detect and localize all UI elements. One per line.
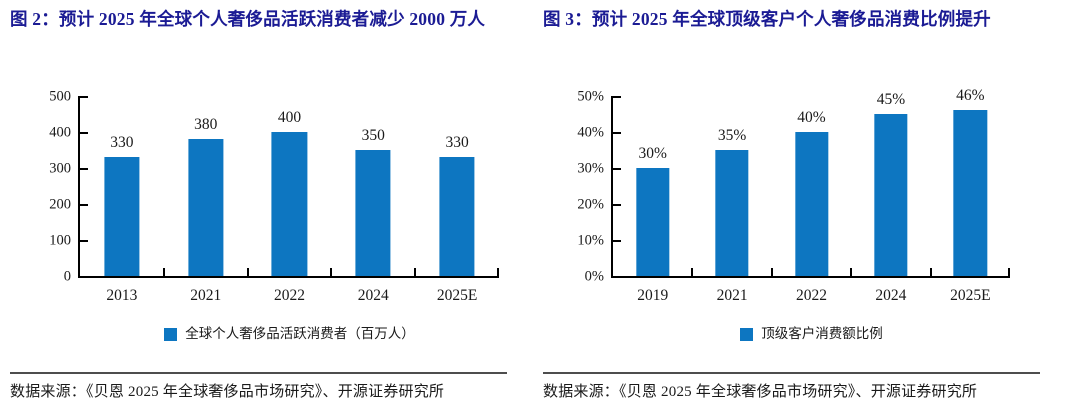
- figure-3-x-axis-labels: 2019 2021 2022 2024 2025E: [613, 285, 1010, 306]
- divider-rule: [543, 372, 1040, 374]
- bar-slot: 380: [162, 96, 248, 276]
- x-category-label: 2025E: [950, 287, 991, 304]
- bar-slot: 40%: [770, 96, 851, 276]
- bar-value-label: 380: [194, 115, 218, 133]
- bar-2013: [104, 157, 140, 276]
- bar-2022: [271, 132, 308, 276]
- bar-slot: 400: [246, 96, 332, 276]
- bar-slot: 45%: [850, 91, 930, 276]
- figure-2-legend: 全球个人奢侈品活跃消费者（百万人）: [80, 327, 499, 341]
- y-tick-mark: [80, 96, 88, 98]
- figure-2-panel: 图 2：预计 2025 年全球个人奢侈品活跃消费者减少 2000 万人 0 100…: [10, 6, 507, 403]
- x-category-label: 2022: [796, 287, 828, 304]
- y-tick-label: 200: [49, 195, 71, 212]
- bar-2025E: [953, 110, 987, 276]
- bar-2021: [715, 150, 749, 276]
- x-category-label: 2021: [716, 287, 748, 304]
- x-tick-mark: [246, 268, 249, 276]
- figure-2-legend-label: 全球个人奢侈品活跃消费者（百万人）: [185, 326, 415, 341]
- legend-swatch-icon: [164, 327, 178, 341]
- x-tick-mark: [691, 268, 694, 276]
- bar-value-label: 330: [445, 133, 469, 151]
- y-tick-mark: [80, 204, 88, 206]
- divider-rule: [10, 372, 507, 374]
- bar-slot: 330: [80, 96, 164, 276]
- bar-value-label: 40%: [797, 108, 826, 126]
- y-tick-mark: [613, 240, 621, 242]
- x-tick-mark: [929, 268, 932, 276]
- x-tick-mark: [414, 268, 417, 276]
- y-tick-label: 20%: [577, 195, 604, 212]
- y-tick-label: 50%: [577, 87, 604, 104]
- y-tick-label: 500: [49, 87, 71, 104]
- y-tick-label: 100: [49, 231, 71, 248]
- figure-2-title: 图 2：预计 2025 年全球个人奢侈品活跃消费者减少 2000 万人: [10, 9, 486, 29]
- bar-value-label: 45%: [876, 90, 906, 108]
- x-category-label: 2013: [106, 287, 138, 304]
- y-tick-mark: [80, 168, 88, 170]
- bar-value-label: 30%: [638, 144, 667, 162]
- bar-slot: 35%: [691, 96, 771, 276]
- x-tick-mark: [850, 268, 853, 276]
- x-category-label: 2022: [273, 287, 305, 304]
- legend-swatch-icon: [740, 327, 754, 341]
- figure-3-legend: 顶级客户消费额比例: [613, 327, 1010, 341]
- bar-2019: [636, 168, 670, 276]
- figure-3-panel: 图 3：预计 2025 年全球顶级客户个人奢侈品消费比例提升 0% 10% 20% 3…: [543, 6, 1040, 403]
- bar-2024: [874, 114, 908, 276]
- x-category-label: 2024: [357, 287, 389, 304]
- y-tick-mark: [613, 132, 621, 134]
- y-tick-mark: [613, 96, 621, 98]
- bar-value-label: 35%: [717, 126, 747, 144]
- y-tick-mark: [80, 132, 88, 134]
- figure-3-legend-label: 顶级客户消费额比例: [761, 326, 883, 341]
- bar-2022: [794, 132, 829, 276]
- x-category-label: 2019: [637, 287, 669, 304]
- bar-value-label: 330: [110, 133, 134, 151]
- x-category-label: 2025E: [436, 287, 478, 304]
- bar-slot: 30%: [613, 96, 692, 276]
- bar-value-label: 46%: [956, 86, 985, 104]
- bar-2021: [188, 139, 224, 276]
- figure-3-bar-chart: 0% 10% 20% 30% 40% 50% 30% 35% 40% 45% 46%: [577, 88, 1010, 283]
- x-tick-mark: [162, 268, 165, 276]
- figure-2-bar-chart: 0 100 200 300 400 500 330 380 400 350 330: [49, 89, 499, 283]
- y-tick-label: 10%: [577, 231, 604, 248]
- x-axis-end-tick-mark: [497, 268, 499, 276]
- x-category-label: 2021: [190, 287, 222, 304]
- bar-2025E: [439, 157, 475, 276]
- y-tick-label: 300: [49, 159, 71, 176]
- x-axis-end-tick-mark: [1008, 268, 1010, 276]
- y-tick-mark: [80, 240, 88, 242]
- y-tick-label: 30%: [577, 159, 604, 176]
- y-tick-mark: [613, 204, 621, 206]
- figure-2-x-axis-labels: 2013 2021 2022 2024 2025E: [80, 285, 499, 306]
- bar-value-label: 350: [361, 126, 385, 144]
- bar-slot: 330: [414, 96, 499, 276]
- x-tick-mark: [330, 268, 333, 276]
- report-figure-row: 图 2：预计 2025 年全球个人奢侈品活跃消费者减少 2000 万人 0 100…: [10, 6, 1040, 403]
- y-tick-label: 0%: [584, 267, 604, 284]
- bar-slot: 350: [330, 96, 415, 276]
- y-tick-mark: [613, 168, 621, 170]
- x-category-label: 2024: [875, 287, 907, 304]
- figure-2-source-note: 数据来源：《贝恩 2025 年全球奢侈品市场研究》、开源证券研究所: [10, 384, 445, 400]
- y-tick-label: 40%: [577, 123, 604, 140]
- figure-3-title: 图 3：预计 2025 年全球顶级客户个人奢侈品消费比例提升: [543, 9, 991, 29]
- figure-3-source-note: 数据来源：《贝恩 2025 年全球奢侈品市场研究》、开源证券研究所: [543, 384, 978, 400]
- y-tick-label: 0: [63, 267, 71, 284]
- y-tick-label: 400: [49, 123, 71, 140]
- bar-slot: 46%: [929, 88, 1010, 276]
- x-tick-mark: [770, 268, 773, 276]
- bar-2024: [355, 150, 391, 276]
- bar-value-label: 400: [277, 108, 302, 126]
